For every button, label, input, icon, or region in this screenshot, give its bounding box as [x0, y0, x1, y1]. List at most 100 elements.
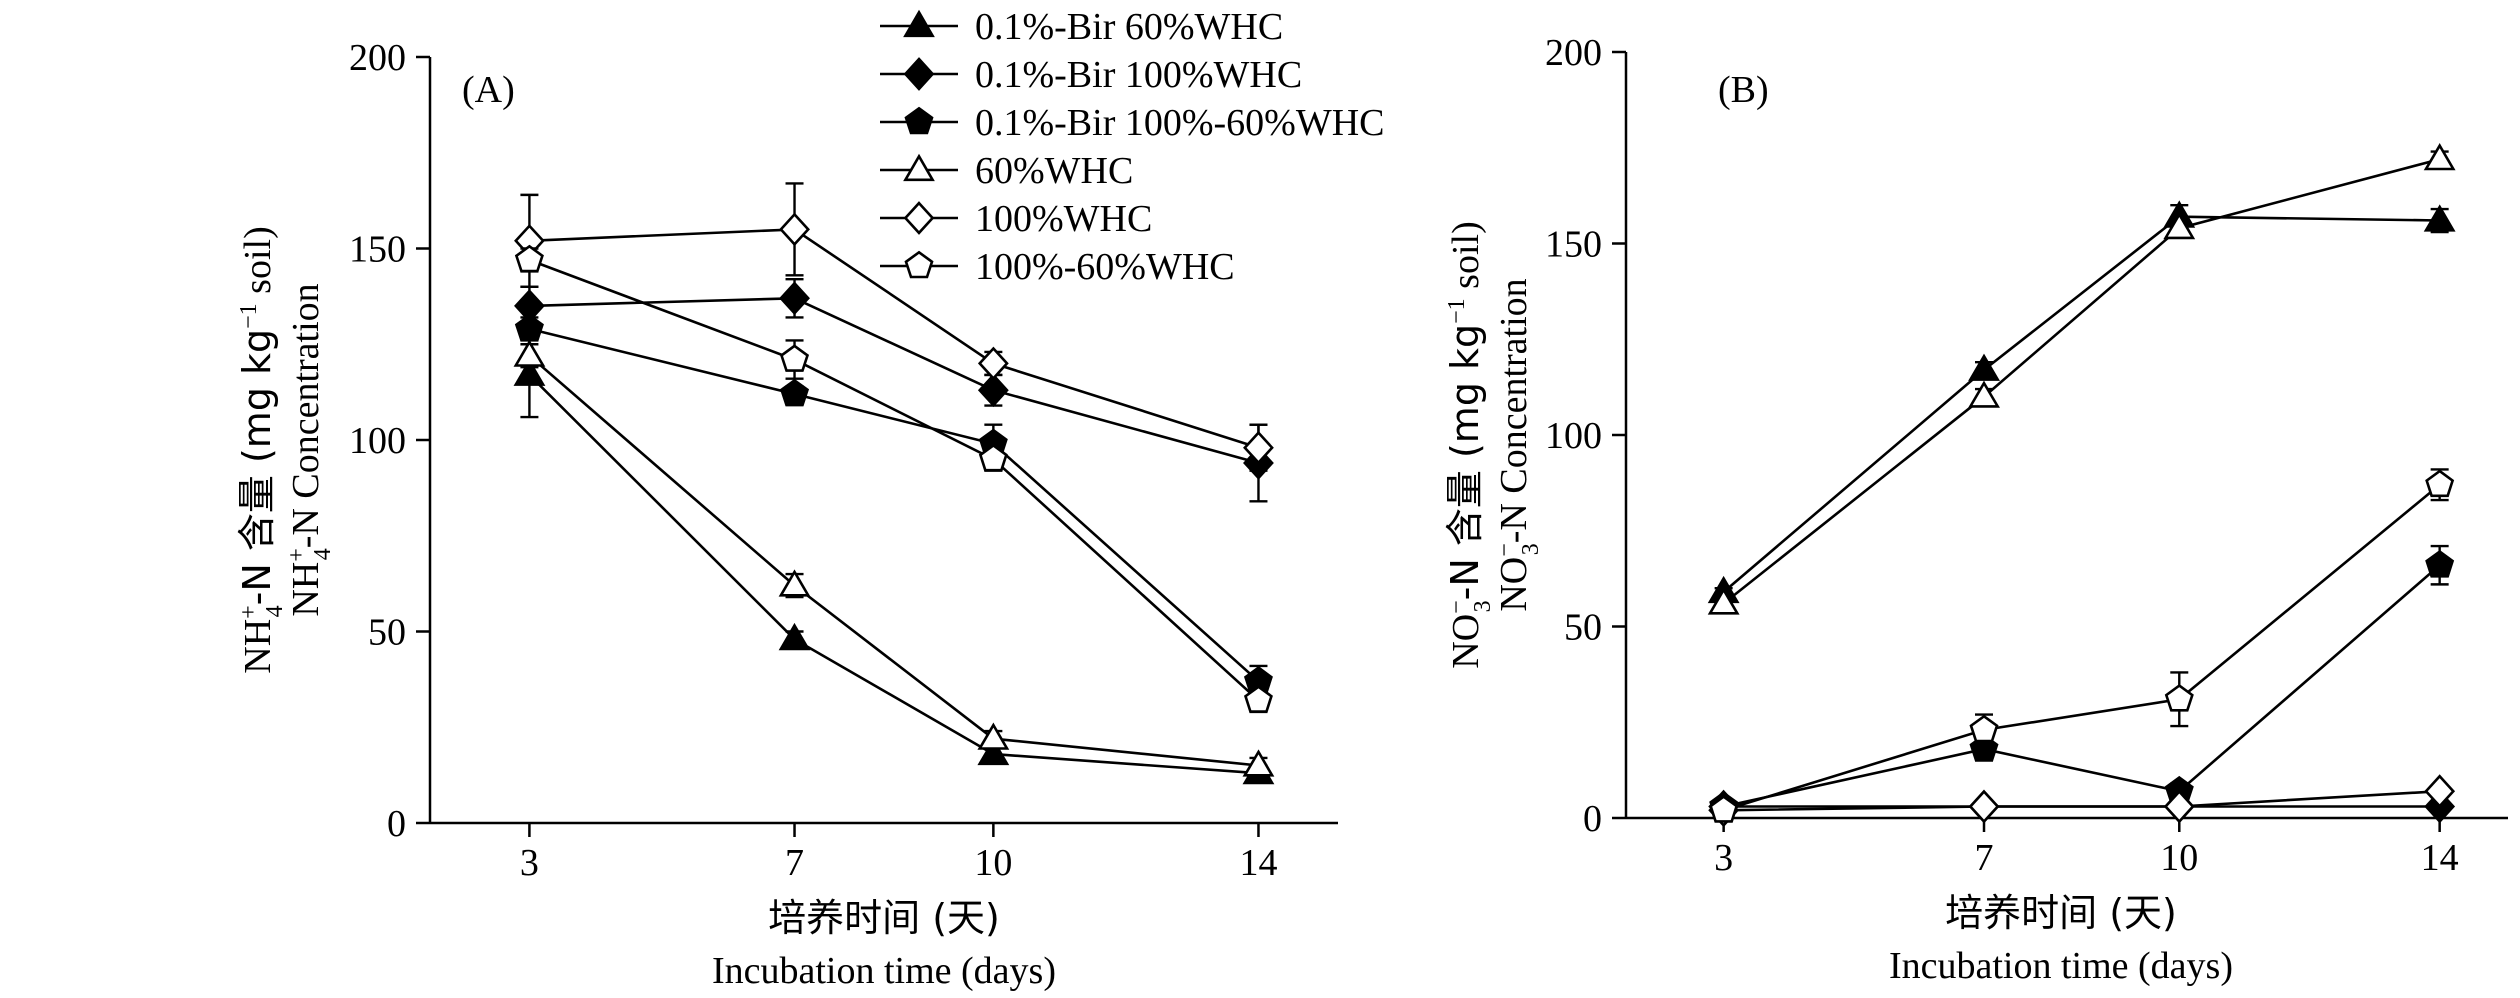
- panel-b-data-point: [1968, 380, 2000, 408]
- legend-entry: 60%WHC: [880, 150, 1133, 192]
- legend-entry: 100%-60%WHC: [880, 246, 1235, 288]
- legend-marker: [903, 153, 935, 182]
- panel-a-y-tick-label: 200: [349, 37, 406, 79]
- panel-a-x-tick-label: 7: [785, 842, 804, 884]
- panel-a-series-line: [528, 373, 1259, 775]
- panel-b-data-point: [2163, 789, 2195, 824]
- legend-entry: 0.1%-Bir 100%WHC: [880, 54, 1302, 96]
- panel-b-data-point: [2423, 143, 2456, 171]
- panel-a-x-tick-label: 10: [974, 842, 1012, 884]
- legend-marker: [903, 9, 935, 38]
- panel-b: (B) 0 50 100 150 200 3 7 10 14 培养时间 (天) Incubation…: [1443, 32, 2508, 987]
- panel-b-series-3: [1709, 544, 2455, 819]
- panel-a-series-line: [529, 228, 1259, 449]
- panel-a-y-tick-label: 0: [387, 803, 406, 845]
- panel-a-data-point: [977, 722, 1010, 750]
- panel-a-data-point: [514, 313, 544, 342]
- panel-b-x-tick-label: 10: [2160, 837, 2198, 879]
- panel-b-y-tick-label: 200: [1545, 32, 1602, 74]
- panel-a-data-point: [514, 244, 544, 273]
- panel-a-series-line: [528, 354, 1259, 767]
- panel-b-data-point: [1968, 789, 2000, 824]
- panel-b-data-point: [1968, 353, 2000, 381]
- panel-b-data-point: [1969, 714, 1999, 743]
- panel-a-series-2: [514, 277, 1274, 503]
- panel-a-x-tick-label: 14: [1239, 842, 1277, 884]
- legend-label: 0.1%-Bir 100%-60%WHC: [975, 102, 1384, 144]
- panel-b-series-1: [1707, 200, 2456, 604]
- panel-a-y-tick-label: 150: [349, 229, 406, 271]
- panel-b-y-label-cn: NO−3-N 含量 (mg kg−1 soil): [1443, 221, 1496, 669]
- panel-b-x-tick-label: 14: [2421, 837, 2459, 879]
- panel-b-series-line: [1723, 789, 2440, 812]
- panel-a-data-point: [977, 346, 1009, 381]
- panel-b-series-6: [1709, 468, 2455, 823]
- panel-a-data-point: [978, 443, 1008, 472]
- legend-marker: [903, 201, 935, 235]
- panel-a-data-point: [513, 339, 546, 367]
- panel-a-y-tick-label: 100: [349, 420, 406, 462]
- panel-a-data-point: [1243, 685, 1273, 713]
- panel-a-x-tick-label: 3: [520, 842, 539, 884]
- legend-marker: [903, 57, 935, 91]
- legend-label: 100%WHC: [975, 198, 1152, 240]
- panel-a-series-5: [514, 182, 1274, 472]
- panel-b-x-tick-label: 3: [1714, 837, 1733, 879]
- panel-a-series-1: [513, 331, 1275, 785]
- panel-a-data-point: [778, 569, 811, 597]
- panel-b-y-label-en: NO−3-N Concentration: [1492, 278, 1544, 611]
- legend-label: 60%WHC: [975, 150, 1133, 192]
- panel-b-series-5: [1708, 774, 2456, 828]
- panel-b-y-tick-label: 50: [1564, 607, 1602, 649]
- panel-a-series-line: [528, 258, 1260, 702]
- legend-label: 0.1%-Bir 100%WHC: [975, 54, 1302, 96]
- panel-b-series-4: [1707, 143, 2456, 615]
- panel-a-series-4: [513, 339, 1275, 777]
- panel-a-series-3: [514, 313, 1273, 698]
- legend-label: 100%-60%WHC: [975, 246, 1235, 288]
- panel-b-data-point: [2163, 211, 2196, 240]
- legend-marker: [904, 250, 934, 279]
- panel-b-y-tick-label: 100: [1545, 415, 1602, 457]
- panel-a-data-point: [779, 281, 810, 316]
- panel-b-series-line: [1723, 564, 2441, 808]
- legend-marker: [904, 106, 934, 135]
- panel-b-series-line: [1723, 483, 2441, 812]
- panel-a-data-point: [778, 622, 811, 651]
- panel-a-data-point: [779, 344, 810, 372]
- panel-b-data-point: [2424, 774, 2456, 809]
- panel-a-data-point: [977, 737, 1010, 766]
- panel-a-data-point: [779, 212, 810, 247]
- panel-a-data-point: [1243, 430, 1274, 465]
- panel-b-data-point: [1709, 795, 1739, 823]
- panel-a-y-label-en: NH+4-N Concentration: [284, 283, 336, 616]
- panel-a-x-label-cn: 培养时间 (天): [768, 896, 1000, 940]
- panel-a-label: (A): [462, 69, 515, 111]
- panel-b-x-label-en: Incubation time (days): [1889, 945, 2233, 987]
- panel-a-y-label-cn: NH+4-N 含量 (mg kg−1 soil): [235, 226, 288, 674]
- panel-b-data-point: [2425, 549, 2455, 578]
- legend: 0.1%-Bir 60%WHC 0.1%-Bir 100%WHC 0.1%-Bir …: [880, 6, 1384, 288]
- panel-a-series-line: [529, 327, 1260, 683]
- panel-b-series-line: [1722, 215, 2440, 593]
- legend-entry: 0.1%-Bir 100%-60%WHC: [880, 102, 1384, 144]
- panel-b-x-tick-label: 7: [1975, 837, 1994, 879]
- panel-a-series-6: [514, 244, 1273, 714]
- panel-b-y-tick-label: 0: [1583, 798, 1602, 840]
- panel-b-series-line: [1722, 157, 2441, 605]
- panel-b-data-point: [2425, 469, 2455, 498]
- panel-a-data-point: [513, 358, 546, 386]
- panel-b-data-point: [2423, 204, 2456, 232]
- panel-a-x-label-en: Incubation time (days): [712, 950, 1056, 992]
- panel-b-x-label-cn: 培养时间 (天): [1945, 891, 2177, 935]
- panel-a: (A) 0 50 100 150 200 3 7 10 14 培养时间 (天) Incubation…: [235, 37, 1338, 992]
- panel-a-data-point: [779, 378, 810, 407]
- panel-b-data-point: [2164, 683, 2194, 712]
- panel-a-data-point: [977, 373, 1009, 408]
- panel-a-y-tick-label: 50: [368, 612, 406, 654]
- panel-b-label: (B): [1718, 69, 1769, 111]
- legend-entry: 100%WHC: [880, 198, 1152, 240]
- legend-label: 0.1%-Bir 60%WHC: [975, 6, 1283, 48]
- panel-b-y-tick-label: 150: [1545, 224, 1602, 266]
